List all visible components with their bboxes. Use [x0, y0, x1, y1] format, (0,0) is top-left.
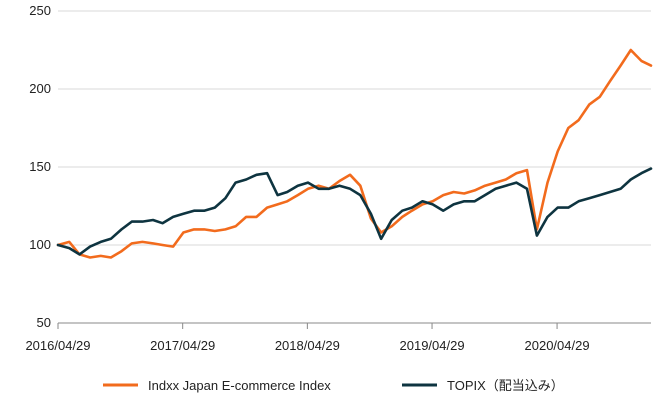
- series-lines: [56, 48, 653, 259]
- x-tick-label: 2020/04/29: [525, 338, 590, 353]
- x-axis-tick-labels: 2016/04/29 2017/04/29 2018/04/29 2019/04/29…: [25, 338, 589, 353]
- legend-label-topix: TOPIX（配当込み）: [447, 378, 564, 393]
- y-tick-label: 50: [37, 315, 51, 330]
- x-tick-label: 2017/04/29: [150, 338, 215, 353]
- y-tick-label: 200: [29, 81, 51, 96]
- x-axis: [57, 323, 558, 329]
- gridlines: [58, 10, 651, 324]
- x-tick-label: 2018/04/29: [275, 338, 340, 353]
- y-tick-label: 250: [29, 3, 51, 18]
- y-axis-tick-labels: 50 100 150 200 250: [29, 3, 51, 330]
- x-tick-label: 2019/04/29: [400, 338, 465, 353]
- series-line-1: [56, 167, 653, 256]
- x-tick-label: 2016/04/29: [25, 338, 90, 353]
- y-tick-label: 150: [29, 159, 51, 174]
- legend-label-indxx: Indxx Japan E-commerce Index: [148, 378, 331, 393]
- legend: Indxx Japan E-commerce Index TOPIX（配当込み）: [103, 378, 564, 393]
- y-tick-label: 100: [29, 237, 51, 252]
- series-line-0: [56, 48, 653, 259]
